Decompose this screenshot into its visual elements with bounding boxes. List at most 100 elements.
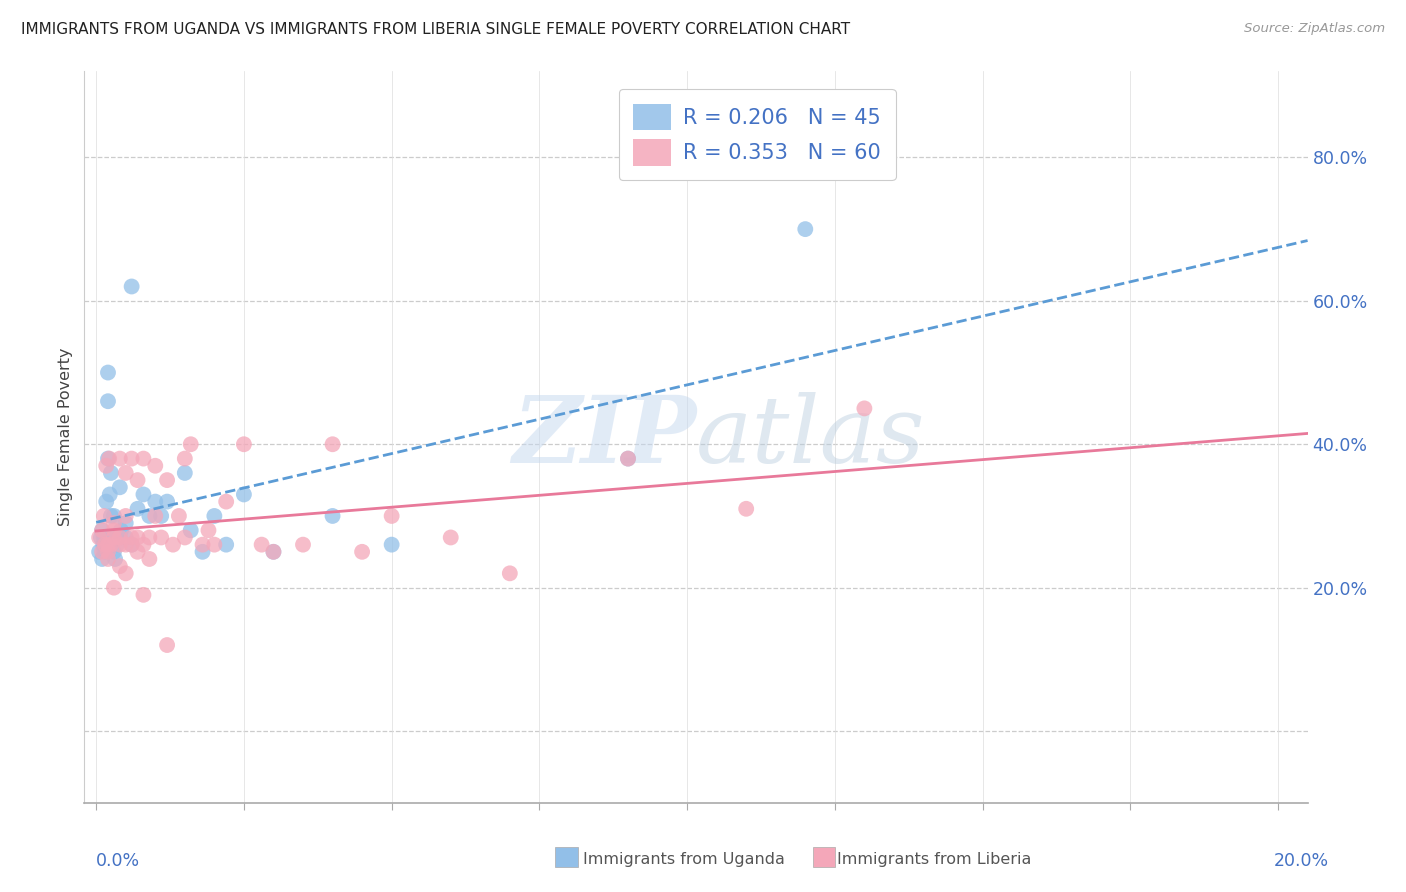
Point [202, 538, 225, 552]
Point [127, 473, 149, 487]
Point [150, 508, 173, 523]
Point [91, 538, 114, 552]
Point [735, 501, 758, 516]
Point [96, 458, 118, 473]
Point [262, 545, 284, 559]
Point [132, 487, 155, 501]
Point [108, 531, 131, 545]
Point [121, 538, 143, 552]
Point [173, 451, 195, 466]
Point [191, 538, 214, 552]
Point [94, 545, 117, 559]
Point [89, 545, 111, 559]
Point [114, 566, 136, 581]
Point [91, 545, 114, 559]
Point [381, 538, 404, 552]
Point [121, 538, 143, 552]
Point [794, 222, 817, 236]
Point [97, 394, 120, 409]
Point [114, 538, 136, 552]
Point [156, 494, 179, 508]
Point [91, 552, 114, 566]
Point [100, 466, 122, 480]
Point [105, 538, 128, 552]
Point [114, 531, 136, 545]
Point [91, 524, 114, 538]
Point [93, 508, 115, 523]
Point [89, 531, 111, 545]
Point [97, 538, 120, 552]
Point [173, 466, 195, 480]
Point [121, 279, 143, 293]
Text: ZIP: ZIP [512, 392, 696, 482]
Text: 20.0%: 20.0% [1274, 852, 1329, 870]
Point [381, 508, 404, 523]
Point [100, 508, 122, 523]
Point [98, 487, 121, 501]
Point [108, 451, 131, 466]
Point [150, 531, 173, 545]
Point [121, 531, 143, 545]
Point [103, 516, 125, 530]
Point [132, 451, 155, 466]
Point [91, 524, 114, 538]
Text: Immigrants from Uganda: Immigrants from Uganda [583, 852, 786, 867]
Point [352, 545, 374, 559]
Point [90, 531, 112, 545]
Point [108, 538, 131, 552]
Point [103, 581, 125, 595]
Point [103, 524, 125, 538]
Point [110, 524, 132, 538]
Point [440, 531, 463, 545]
Point [98, 531, 121, 545]
Point [853, 401, 876, 416]
Point [103, 545, 125, 559]
Point [250, 538, 273, 552]
Point [103, 531, 125, 545]
Point [215, 538, 238, 552]
Point [94, 531, 117, 545]
Point [104, 552, 127, 566]
Text: IMMIGRANTS FROM UGANDA VS IMMIGRANTS FROM LIBERIA SINGLE FEMALE POVERTY CORRELAT: IMMIGRANTS FROM UGANDA VS IMMIGRANTS FRO… [21, 22, 851, 37]
Point [173, 531, 195, 545]
Point [180, 437, 202, 451]
Point [114, 466, 136, 480]
Point [143, 458, 166, 473]
Text: atlas: atlas [696, 392, 925, 482]
Point [617, 451, 640, 466]
Point [127, 545, 149, 559]
Point [127, 501, 149, 516]
Text: Source: ZipAtlas.com: Source: ZipAtlas.com [1244, 22, 1385, 36]
Point [202, 508, 225, 523]
Point [97, 366, 120, 380]
Point [114, 508, 136, 523]
Point [232, 487, 254, 501]
Point [499, 566, 522, 581]
Point [191, 545, 214, 559]
Point [121, 451, 143, 466]
Point [156, 473, 179, 487]
Point [97, 552, 120, 566]
Point [138, 552, 160, 566]
Point [93, 531, 115, 545]
Point [162, 538, 184, 552]
Point [96, 494, 118, 508]
Point [98, 451, 121, 466]
Point [322, 437, 344, 451]
Point [94, 538, 117, 552]
Point [617, 451, 640, 466]
Point [292, 538, 315, 552]
Text: 0.0%: 0.0% [96, 852, 139, 870]
Y-axis label: Single Female Poverty: Single Female Poverty [58, 348, 73, 526]
Point [114, 516, 136, 530]
Point [138, 531, 160, 545]
Point [138, 508, 160, 523]
Point [232, 437, 254, 451]
Point [262, 545, 284, 559]
Text: Immigrants from Liberia: Immigrants from Liberia [837, 852, 1031, 867]
Legend: R = 0.206   N = 45, R = 0.353   N = 60: R = 0.206 N = 45, R = 0.353 N = 60 [619, 89, 896, 180]
Point [108, 559, 131, 574]
Point [103, 508, 125, 523]
Point [197, 524, 219, 538]
Point [180, 524, 202, 538]
